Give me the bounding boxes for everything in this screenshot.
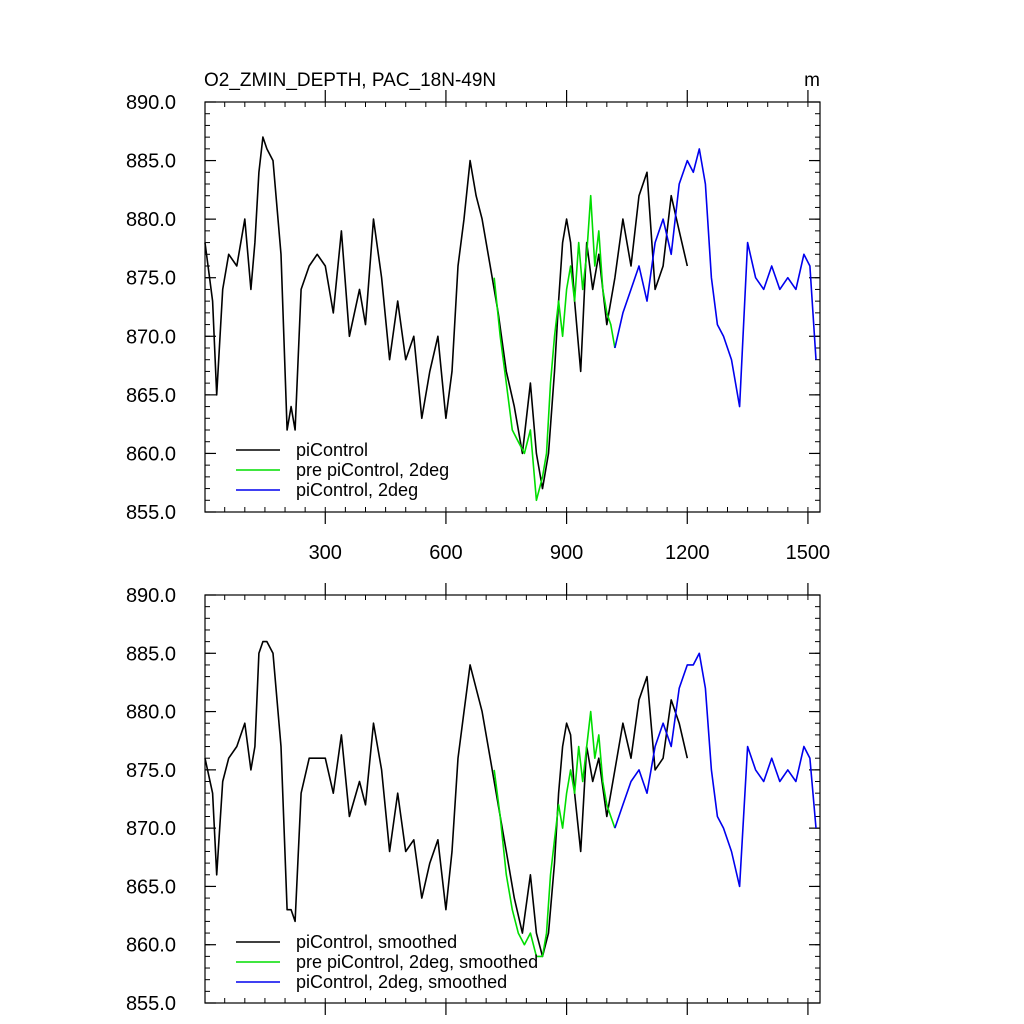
legend-label: pre piControl, 2deg, smoothed — [296, 952, 538, 972]
series-line — [493, 710, 616, 958]
x-tick-label: 1500 — [786, 542, 831, 564]
series-line — [493, 194, 616, 502]
y-tick-label: 880.0 — [126, 702, 176, 724]
y-tick-label: 855.0 — [126, 502, 176, 524]
series-line — [614, 652, 817, 888]
x-tick-label: 600 — [429, 542, 462, 564]
bottom-panel: 855.0 860.0 865.0 870.0 875.0 880.0 885.0 890.0… — [126, 583, 821, 1015]
y-tick-label: 890.0 — [126, 585, 176, 607]
y-tick-label: 865.0 — [126, 385, 176, 407]
series-line — [204, 640, 689, 958]
legend-label: piControl — [296, 440, 368, 460]
plot-frame — [204, 101, 821, 513]
series-line — [204, 136, 689, 490]
y-tick-label: 880.0 — [126, 209, 176, 231]
y-tick-label: 870.0 — [126, 326, 176, 348]
y-tick-label: 890.0 — [126, 92, 176, 114]
legend-label: pre piControl, 2deg — [296, 460, 449, 480]
y-tick-label: 865.0 — [126, 876, 176, 898]
chart-units: m — [804, 70, 820, 91]
y-tick-label: 885.0 — [126, 151, 176, 173]
chart-title: O2_ZMIN_DEPTH, PAC_18N-49N — [204, 70, 496, 91]
legend-label: piControl, 2deg — [296, 480, 418, 500]
top-panel: 855.0 860.0 865.0 870.0 875.0 880.0 885.0 890.0… — [126, 90, 830, 564]
x-tick-label: 300 — [309, 542, 342, 564]
legend-label: piControl, smoothed — [296, 932, 457, 952]
x-tick-label: 1200 — [665, 542, 710, 564]
y-tick-label: 870.0 — [126, 818, 176, 840]
y-tick-label: 855.0 — [126, 993, 176, 1015]
y-tick-label: 875.0 — [126, 268, 176, 290]
series-line — [614, 148, 817, 408]
y-tick-label: 860.0 — [126, 935, 176, 957]
y-tick-label: 875.0 — [126, 760, 176, 782]
legend-label: piControl, 2deg, smoothed — [296, 972, 507, 992]
y-tick-label: 885.0 — [126, 643, 176, 665]
plot-frame — [204, 594, 821, 1004]
y-tick-label: 860.0 — [126, 443, 176, 465]
x-tick-label: 900 — [550, 542, 583, 564]
